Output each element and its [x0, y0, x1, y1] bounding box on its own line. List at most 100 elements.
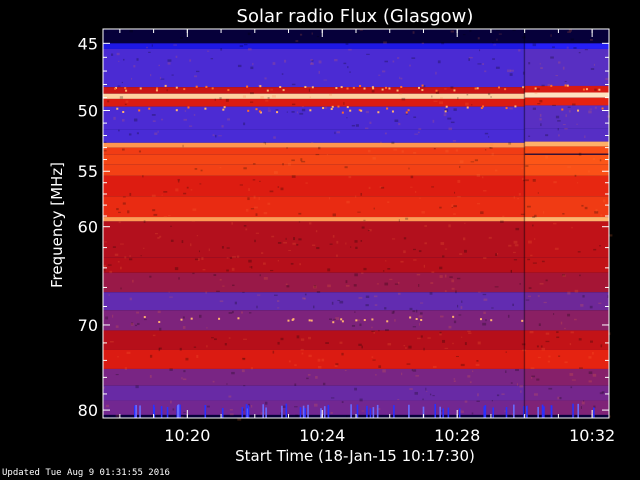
- noise-speck: [263, 277, 268, 280]
- noise-speck: [117, 260, 120, 263]
- noise-speck: [463, 249, 467, 253]
- noise-speck: [465, 102, 469, 106]
- band-segment: [524, 257, 609, 273]
- interference-dot: [363, 87, 366, 90]
- noise-speck: [249, 101, 254, 103]
- noise-speck: [483, 311, 486, 314]
- noise-speck: [175, 55, 178, 58]
- noise-speck: [520, 213, 525, 216]
- interference-dot: [341, 111, 344, 114]
- noise-speck: [384, 307, 387, 310]
- noise-speck: [145, 46, 149, 49]
- noise-speck: [268, 109, 271, 112]
- noise-speck: [327, 268, 331, 272]
- noise-speck: [360, 239, 363, 242]
- noise-speck: [409, 64, 411, 67]
- noise-speck: [468, 56, 473, 59]
- noise-speck: [229, 413, 234, 416]
- noise-speck: [371, 90, 375, 93]
- noise-speck: [504, 410, 506, 413]
- noise-speck: [404, 347, 407, 349]
- band-segment: [524, 349, 609, 369]
- noise-speck: [277, 260, 280, 262]
- noise-speck: [267, 97, 270, 99]
- spike-mark: [246, 408, 249, 418]
- noise-speck: [275, 109, 279, 111]
- noise-speck: [552, 104, 556, 107]
- noise-speck: [521, 343, 526, 346]
- noise-speck: [460, 306, 463, 309]
- spike-mark: [422, 406, 425, 418]
- noise-speck: [315, 153, 320, 156]
- noise-speck: [196, 354, 199, 358]
- updated-timestamp: Updated Tue Aug 9 01:31:55 2016: [2, 468, 170, 478]
- interference-dot: [211, 87, 214, 90]
- noise-speck: [466, 93, 469, 96]
- noise-speck: [599, 245, 602, 247]
- y-tick-label: 45: [78, 34, 98, 53]
- band-segment: [524, 175, 609, 197]
- interference-dot: [195, 85, 198, 88]
- noise-speck: [343, 62, 347, 65]
- noise-speck: [588, 371, 593, 375]
- noise-speck: [413, 151, 417, 154]
- y-tick-label: 55: [78, 162, 98, 181]
- noise-speck: [489, 147, 492, 149]
- interference-dot: [337, 105, 340, 108]
- noise-speck: [286, 111, 288, 113]
- band-segment: [103, 175, 525, 197]
- noise-speck: [543, 211, 545, 214]
- noise-speck: [315, 376, 318, 379]
- noise-speck: [439, 333, 442, 336]
- noise-speck: [423, 264, 426, 268]
- noise-speck: [317, 358, 321, 362]
- noise-speck: [117, 85, 121, 87]
- interference-dot: [396, 89, 399, 92]
- noise-speck: [580, 304, 584, 307]
- noise-speck: [212, 134, 215, 137]
- noise-speck: [108, 415, 111, 418]
- noise-speck: [518, 193, 521, 196]
- noise-speck: [367, 149, 371, 153]
- noise-speck: [242, 357, 246, 360]
- noise-speck: [357, 211, 361, 213]
- noise-speck: [594, 106, 597, 109]
- spike-mark: [265, 407, 267, 418]
- noise-speck: [307, 374, 311, 376]
- noise-speck: [363, 267, 367, 271]
- spectrum-band: [103, 154, 609, 165]
- noise-speck: [168, 215, 171, 217]
- interference-dot: [352, 86, 355, 89]
- noise-speck: [394, 119, 399, 122]
- spike-mark: [577, 403, 580, 418]
- noise-speck: [453, 380, 456, 383]
- noise-speck: [385, 260, 387, 262]
- noise-speck: [513, 240, 518, 244]
- spike-mark: [543, 406, 545, 418]
- noise-speck: [219, 279, 222, 281]
- noise-speck: [122, 196, 126, 198]
- noise-speck: [258, 197, 260, 200]
- band-segment: [103, 368, 525, 386]
- noise-speck: [105, 404, 110, 408]
- noise-speck: [294, 383, 297, 386]
- spike-mark: [593, 407, 595, 418]
- noise-speck: [482, 63, 485, 66]
- noise-speck: [242, 95, 247, 98]
- noise-speck: [509, 107, 513, 110]
- noise-speck: [477, 37, 480, 40]
- noise-speck: [415, 309, 418, 313]
- noise-speck: [416, 273, 421, 276]
- noise-speck: [194, 258, 199, 261]
- noise-speck: [219, 97, 222, 100]
- noise-speck: [487, 92, 491, 96]
- noise-speck: [418, 250, 422, 253]
- noise-speck: [104, 241, 107, 243]
- noise-speck: [567, 166, 572, 168]
- noise-speck: [212, 380, 215, 383]
- noise-speck: [414, 133, 419, 135]
- noise-speck: [467, 330, 471, 333]
- spike-mark: [134, 405, 136, 418]
- noise-speck: [277, 300, 280, 303]
- noise-speck: [171, 74, 174, 76]
